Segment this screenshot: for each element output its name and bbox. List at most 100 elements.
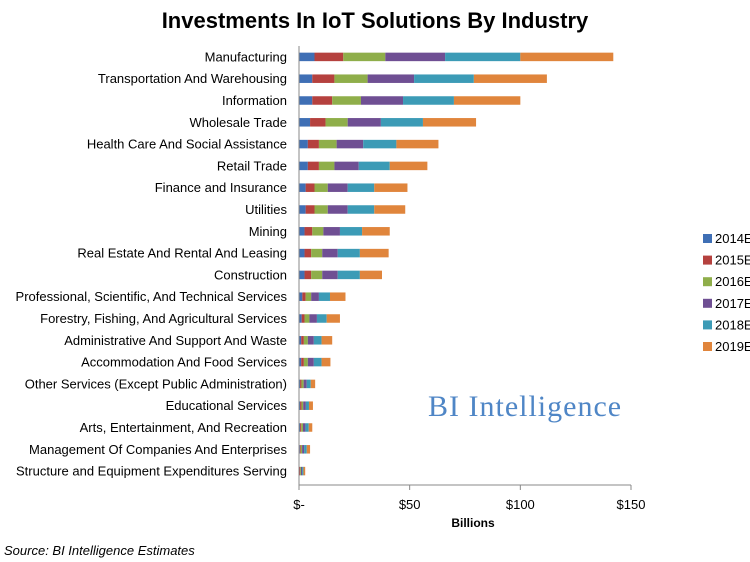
bar-segment-2017e [311, 292, 319, 301]
bar-segment-2018e [316, 314, 327, 323]
bar-segment-2018e [337, 270, 360, 280]
bar-segment-2017e [303, 401, 306, 410]
category-label: Construction [214, 267, 287, 282]
x-axis-title: Billions [451, 516, 495, 530]
bar-segment-2016e [332, 96, 361, 105]
bar-segment-2016e [311, 248, 323, 258]
bar-segment-2015e [300, 423, 302, 432]
category-label: Wholesale Trade [189, 115, 287, 130]
bar-segment-2017e [309, 314, 317, 323]
bar-segment-2016e [301, 379, 304, 389]
category-labels-layer: Manufacturing Transportation And Warehous… [16, 49, 288, 478]
bar-segment-2018e [302, 466, 304, 476]
bar-segment-2014e [299, 161, 308, 171]
bar-segment-2019e [308, 423, 313, 432]
bar-segment-2018e [337, 248, 360, 258]
bar-segment-2019e [389, 161, 428, 171]
bar-segment-2015e [300, 401, 302, 410]
bar-segment-2015e [305, 183, 315, 192]
x-tick-label: $150 [617, 497, 646, 512]
bar-segment-2016e [318, 161, 335, 171]
category-label: Utilities [245, 202, 287, 217]
bar-segment-2017e [323, 227, 340, 236]
bar-segment-2016e [304, 314, 310, 323]
category-label: Manufacturing [205, 49, 287, 64]
chart-title: Investments In IoT Solutions By Industry [161, 8, 589, 33]
legend-label: 2015E [715, 253, 750, 268]
bar-segment-2016e [311, 270, 323, 280]
category-label: Forestry, Fishing, And Agricultural Serv… [40, 311, 287, 326]
bar-segment-2017e [307, 357, 314, 367]
bar-segment-2014e [299, 52, 315, 62]
bar-segment-2015e [307, 139, 319, 149]
category-label: Retail Trade [217, 158, 287, 173]
bar-segment-2018e [306, 379, 311, 389]
bar-segment-2019e [359, 270, 382, 280]
bar-segment-2019e [303, 466, 306, 476]
bar-segment-2016e [300, 445, 303, 454]
bar-segment-2014e [299, 74, 313, 83]
bar-segment-2017e [334, 161, 359, 171]
bar-segment-2015e [314, 52, 344, 62]
bar-segment-2016e [343, 52, 386, 62]
bar-segment-2018e [347, 205, 375, 214]
bar-segment-2019e [453, 96, 521, 105]
bar-segment-2017e [322, 248, 338, 258]
bar-segment-2015e [299, 466, 301, 476]
bar-segment-2016e [303, 357, 308, 367]
bar-segment-2018e [403, 96, 454, 105]
bar-segment-2016e [301, 423, 303, 432]
legend-swatch [703, 255, 712, 265]
bar-segment-2014e [299, 227, 305, 236]
legend-label: 2016E [715, 274, 750, 289]
bar-segment-2014e [299, 205, 306, 214]
bar-segment-2018e [313, 336, 322, 345]
bar-segment-2018e [414, 74, 474, 83]
bar-segment-2016e [301, 401, 304, 410]
bar-segment-2015e [312, 96, 333, 105]
legend-swatch [703, 320, 712, 330]
bar-segment-2018e [305, 401, 309, 410]
bar-segment-2019e [396, 139, 439, 149]
bar-segment-2018e [304, 445, 307, 454]
bar-segment-2014e [299, 248, 305, 258]
legend-label: 2017E [715, 296, 750, 311]
category-label: Other Services (Except Public Administra… [25, 376, 287, 391]
bar-segment-2018e [305, 423, 309, 432]
bar-segment-2018e [339, 227, 363, 236]
legend-swatch [703, 234, 712, 243]
x-tick-label: $- [293, 497, 305, 512]
bar-segment-2019e [329, 292, 346, 301]
bar-segment-2017e [347, 118, 381, 127]
bar-segment-2019e [362, 227, 390, 236]
bar-segment-2015e [304, 248, 312, 258]
source-note: Source: BI Intelligence Estimates [4, 543, 195, 558]
bar-segment-2015e [301, 314, 305, 323]
bar-segment-2014e [299, 270, 305, 280]
bar-segment-2017e [300, 466, 303, 476]
category-label: Arts, Entertainment, And Recreation [80, 420, 287, 435]
bar-segment-2017e [303, 379, 307, 389]
x-axis: $- $50 $100 $150 Billions [293, 46, 645, 530]
bar-segment-2014e [299, 336, 302, 345]
bar-segment-2017e [360, 96, 404, 105]
bar-segment-2017e [327, 183, 348, 192]
bar-segment-2015e [302, 292, 306, 301]
category-label: Accommodation And Food Services [81, 355, 287, 370]
bar-segment-2014e [299, 314, 302, 323]
bar-segment-2015e [307, 161, 319, 171]
bar-segment-2014e [299, 96, 313, 105]
x-tick-label: $100 [506, 497, 535, 512]
bar-segment-2015e [301, 336, 304, 345]
bar-segment-2016e [334, 74, 368, 83]
bar-segment-2018e [347, 183, 375, 192]
bars-layer [299, 52, 614, 476]
bar-segment-2016e [325, 118, 348, 127]
bar-segment-2019e [359, 248, 389, 258]
legend-swatch [703, 342, 712, 351]
bar-segment-2015e [301, 357, 304, 367]
bar-segment-2015e [310, 118, 326, 127]
bar-segment-2014e [299, 357, 302, 367]
bar-segment-2017e [336, 139, 364, 149]
bar-segment-2016e [318, 139, 337, 149]
